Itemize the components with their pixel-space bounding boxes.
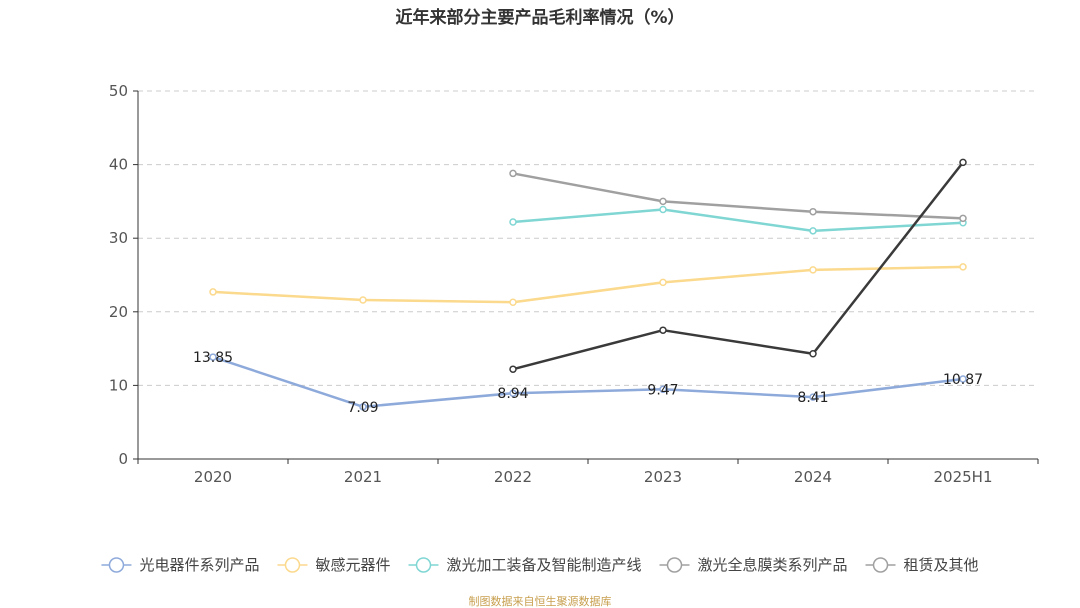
data-point — [809, 350, 817, 358]
legend[interactable]: 光电器件系列产品 敏感元器件 激光加工装备及智能制造产线 激光全息膜类系列产品 租赁及其… — [101, 556, 979, 574]
x-tick-label: 2020 — [194, 468, 232, 486]
series-group — [209, 158, 967, 411]
data-point — [809, 207, 817, 216]
data-point — [659, 326, 667, 334]
legend-marker-icon — [415, 557, 432, 573]
data-point — [659, 385, 667, 394]
data-point — [959, 214, 967, 223]
data-label: 9.47 — [647, 382, 678, 398]
legend-item-5[interactable]: 租赁及其他 — [865, 556, 979, 574]
data-point — [509, 389, 517, 397]
x-tick-label: 2023 — [644, 468, 682, 486]
y-tick-label: 20 — [109, 303, 128, 321]
series-2 — [209, 263, 967, 306]
legend-item-4[interactable]: 激光全息膜类系列产品 — [659, 556, 848, 574]
data-point — [809, 227, 817, 235]
y-tick-label: 0 — [118, 450, 128, 468]
data-label: 8.41 — [797, 390, 828, 406]
axes: 0 10 20 30 40 50 2020 2021 2022 2023 2024 2025H1 — [109, 82, 1039, 486]
series-line — [212, 355, 964, 409]
data-point — [809, 266, 817, 274]
series-line — [512, 208, 964, 233]
x-tick-label: 2021 — [344, 468, 382, 486]
series-1 — [209, 353, 967, 411]
chart-title: 近年来部分主要产品毛利率情况（%） — [395, 7, 684, 28]
legend-marker-icon — [108, 557, 125, 573]
y-tick-label: 10 — [109, 376, 128, 394]
x-tick-label: 2024 — [794, 468, 832, 486]
data-point — [959, 263, 967, 271]
data-point — [659, 278, 667, 287]
data-labels: 13.85 7.09 8.94 9.47 8.41 10.87 — [193, 350, 983, 416]
series-line — [512, 172, 964, 220]
data-label: 7.09 — [347, 400, 378, 416]
grid-lines — [138, 90, 1038, 386]
data-label: 13.85 — [193, 350, 233, 366]
y-tick-label: 30 — [109, 229, 128, 247]
legend-item-2[interactable]: 敏感元器件 — [277, 556, 390, 574]
series-line — [212, 265, 964, 304]
legend-item-3[interactable]: 激光加工装备及智能制造产线 — [408, 556, 642, 574]
legend-label: 敏感元器件 — [315, 556, 390, 574]
legend-label: 光电器件系列产品 — [139, 556, 259, 574]
legend-label: 激光全息膜类系列产品 — [698, 556, 848, 574]
legend-marker-icon — [666, 557, 683, 573]
x-tick-label: 2022 — [494, 468, 532, 486]
data-point — [509, 169, 517, 178]
data-point — [659, 205, 667, 214]
data-point — [359, 296, 367, 304]
series-5 — [509, 158, 967, 373]
x-tick-label: 2025H1 — [934, 468, 993, 486]
data-label: 8.94 — [497, 386, 528, 402]
data-point — [959, 375, 967, 383]
data-point — [359, 403, 367, 411]
data-point — [809, 393, 817, 401]
data-label: 10.87 — [943, 372, 983, 388]
y-tick-label: 50 — [109, 82, 128, 100]
series-4 — [509, 169, 967, 223]
data-point — [509, 298, 517, 306]
legend-item-1[interactable]: 光电器件系列产品 — [101, 556, 259, 574]
data-point — [209, 353, 217, 361]
series-line — [512, 161, 964, 371]
data-point — [209, 288, 217, 296]
y-tick-label: 40 — [109, 156, 128, 174]
series-3 — [509, 205, 967, 235]
data-point — [659, 197, 667, 206]
data-point — [959, 158, 967, 167]
legend-marker-icon — [284, 557, 301, 573]
data-point — [509, 365, 517, 373]
data-point — [509, 218, 517, 226]
source-footer: 制图数据来自恒生聚源数据库 — [469, 594, 612, 608]
legend-label: 租赁及其他 — [904, 556, 979, 574]
legend-marker-icon — [872, 557, 889, 573]
legend-label: 激光加工装备及智能制造产线 — [446, 556, 641, 574]
